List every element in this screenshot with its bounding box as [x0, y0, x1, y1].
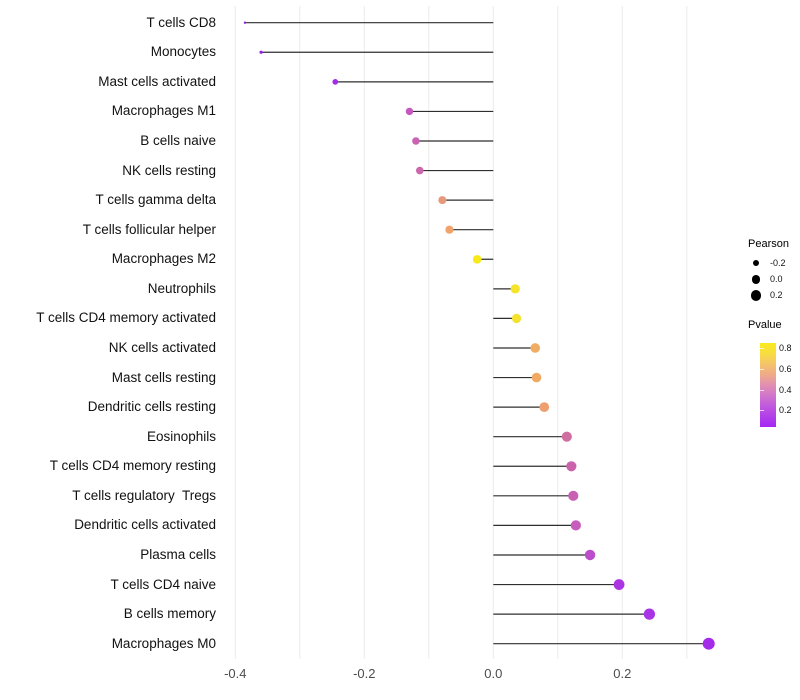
pvalue-colorbar	[760, 343, 776, 427]
y-axis-label: NK cells activated	[108, 339, 216, 355]
colorbar-tick-label: 0.8	[779, 343, 792, 354]
lollipop-dot	[243, 21, 247, 24]
x-axis-label: -0.4	[224, 666, 247, 681]
y-axis-label: Neutrophils	[147, 280, 216, 296]
size-legend-dot	[752, 259, 760, 267]
y-axis-label: Dendritic cells activated	[74, 517, 216, 533]
y-axis-label: B cells memory	[123, 606, 216, 622]
colorbar-tick-label: 0.4	[779, 384, 792, 395]
y-axis-label: Plasma cells	[140, 546, 216, 562]
lollipop-dot	[643, 608, 656, 620]
y-axis-label: T cells CD8	[146, 14, 216, 30]
y-axis-label: T cells CD4 memory resting	[49, 458, 216, 474]
legend: Pearson -0.2 0.0 0.2 Pvalue 0.8 0.6 0.4 0.2	[748, 236, 800, 436]
y-axis-label: Macrophages M0	[111, 635, 216, 651]
y-axis-label: Eosinophils	[146, 428, 216, 444]
lollipop-dot	[259, 50, 263, 54]
size-legend-dot	[750, 289, 762, 301]
lollipop-dot	[531, 372, 542, 383]
size-legend-label: 0.2	[770, 290, 783, 301]
lollipop-dot	[412, 137, 420, 145]
y-axis-label: T cells gamma delta	[95, 192, 216, 208]
lollipop-dot	[511, 313, 522, 324]
size-legend-title: Pearson	[748, 238, 789, 250]
lollipop-dot	[445, 225, 454, 234]
lollipop-dot	[438, 196, 447, 205]
y-axis-label: T cells CD4 naive	[110, 576, 216, 592]
colorbar-notch	[760, 410, 764, 412]
lollipop-dot	[415, 166, 424, 175]
colorbar-tick-label: 0.2	[779, 405, 792, 416]
lollipop-dot	[472, 254, 482, 264]
y-axis-label: T cells follicular helper	[82, 221, 216, 237]
y-axis-label: NK cells resting	[122, 162, 216, 178]
y-axis-label: Dendritic cells resting	[87, 399, 216, 415]
x-axis-label: 0.2	[613, 666, 632, 681]
lollipop-dot	[561, 431, 572, 442]
lollipop-dot	[568, 490, 579, 501]
color-legend-title: Pvalue	[748, 319, 782, 331]
colorbar-notch	[760, 368, 764, 370]
colorbar-notch	[760, 389, 764, 391]
lollipop-dot	[332, 78, 339, 85]
y-axis-label: T cells CD4 memory activated	[36, 310, 216, 326]
y-axis-label: B cells naive	[140, 132, 216, 148]
y-axis-label: Monocytes	[150, 44, 216, 60]
lollipop-dot	[613, 579, 625, 590]
lollipop-dot	[510, 284, 520, 294]
y-axis-label: Macrophages M2	[111, 251, 216, 267]
lollipop-dot	[539, 402, 550, 412]
size-legend-dot	[751, 274, 761, 284]
lollipop-dot	[566, 461, 577, 472]
y-axis-label: Mast cells activated	[98, 73, 216, 89]
lollipop-dot	[405, 107, 414, 116]
size-legend-label: 0.0	[770, 274, 783, 285]
lollipop-dot	[570, 520, 581, 531]
y-axis-label: Mast cells resting	[111, 369, 216, 385]
lollipop-dot	[702, 637, 715, 650]
colorbar-tick-label: 0.6	[779, 363, 792, 374]
x-axis-label: -0.2	[353, 666, 376, 681]
x-axis-label: 0.0	[484, 666, 503, 681]
y-axis-label: Macrophages M1	[111, 103, 216, 119]
size-legend-label: -0.2	[770, 258, 786, 268]
lollipop-dot	[530, 343, 541, 353]
y-axis-label: T cells regulatory Tregs	[72, 487, 216, 503]
colorbar-notch	[760, 348, 764, 350]
lollipop-dot	[584, 549, 596, 561]
